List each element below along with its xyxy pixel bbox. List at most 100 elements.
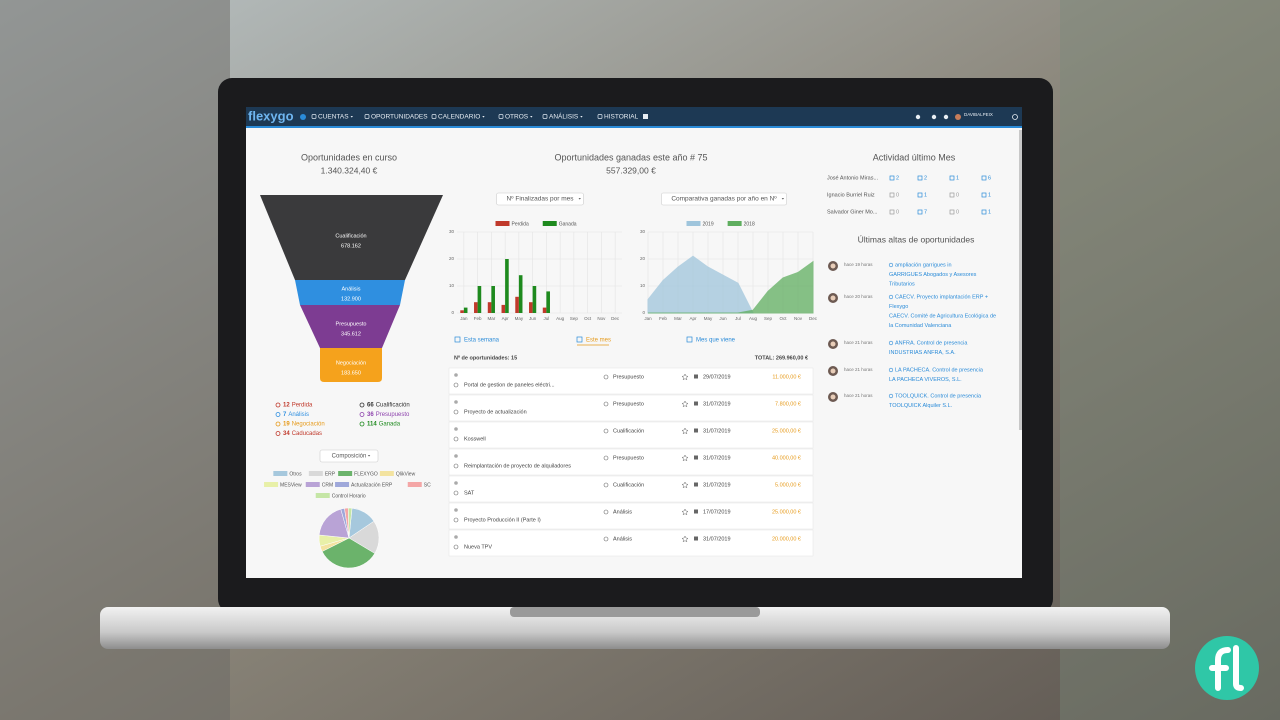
item-line[interactable]: CAECV. Comité de Agricultura Ecológica d… <box>889 313 996 319</box>
menu-item[interactable]: OPORTUNIDADES <box>371 114 428 121</box>
menu-extra[interactable] <box>643 114 648 119</box>
menu-item[interactable]: HISTORIAL <box>604 114 639 121</box>
item-line[interactable]: TOOLQUICK. Control de presencia <box>895 393 982 399</box>
star-icon[interactable] <box>681 481 689 489</box>
bar[interactable] <box>505 259 509 313</box>
scrollbar[interactable] <box>1019 130 1022 430</box>
navbar[interactable] <box>246 107 1022 128</box>
funnel-stage[interactable] <box>295 280 405 305</box>
bar[interactable] <box>460 310 464 313</box>
activity-count[interactable]: 1 <box>956 175 959 181</box>
item-line[interactable]: GARRIGUES Abogados y Asesores <box>889 272 977 278</box>
activity-count[interactable]: 1 <box>988 209 991 215</box>
list-row[interactable] <box>448 394 814 422</box>
status-label: Análisis <box>288 412 309 418</box>
star-icon[interactable] <box>681 535 689 543</box>
funnel-stage[interactable] <box>320 348 382 382</box>
item-line[interactable]: LA PACHECA VIVEROS, S.L. <box>889 377 962 383</box>
item-line[interactable]: LA PACHECA. Control de presencia <box>895 367 984 373</box>
item-line[interactable]: Flexygo <box>889 304 908 310</box>
activity-count[interactable]: 0 <box>896 192 899 198</box>
bar[interactable] <box>477 286 482 313</box>
star-icon[interactable] <box>681 373 689 381</box>
activity-count[interactable]: 7 <box>924 209 927 215</box>
pie-slice[interactable] <box>321 537 376 569</box>
activity-count[interactable]: 2 <box>896 175 899 181</box>
legend-swatch[interactable] <box>542 221 557 226</box>
brand-logo-mark <box>1209 645 1244 691</box>
item-line[interactable]: Tributarios <box>889 281 915 287</box>
legend-label: ERP <box>325 471 336 477</box>
list-row[interactable] <box>448 367 814 395</box>
item-line[interactable]: ANFRA. Control de presencia <box>895 340 968 346</box>
x-tick-label: Jul <box>735 316 741 321</box>
star-icon[interactable] <box>681 454 689 462</box>
item-line[interactable]: INDUSTRIAS ANFRA, S.A. <box>889 350 956 356</box>
star-icon[interactable] <box>681 508 689 516</box>
bar[interactable] <box>518 275 523 313</box>
menu-item[interactable]: ANÁLISIS <box>549 112 579 121</box>
legend-swatch[interactable] <box>495 221 510 226</box>
funnel-stage[interactable] <box>260 195 443 280</box>
bar[interactable] <box>501 304 506 313</box>
list-row[interactable] <box>448 529 814 557</box>
list-row[interactable] <box>448 448 814 476</box>
background-left <box>0 0 230 720</box>
nav-icon[interactable] <box>931 114 937 120</box>
bar[interactable] <box>529 302 533 313</box>
list-row[interactable] <box>448 502 814 530</box>
logout[interactable] <box>1012 114 1018 120</box>
star-icon[interactable] <box>681 427 689 435</box>
nav-icon[interactable] <box>915 114 921 120</box>
legend-swatch[interactable] <box>686 221 701 226</box>
user-avatar[interactable] <box>955 114 961 120</box>
bar[interactable] <box>487 302 492 313</box>
chart-button[interactable] <box>661 192 787 206</box>
bar[interactable] <box>463 307 468 313</box>
avatar-face <box>830 263 836 269</box>
activity-count[interactable]: 2 <box>924 175 927 181</box>
item-line[interactable]: la Comunidad Valenciana <box>889 323 952 329</box>
tab[interactable]: Esta semana <box>464 338 500 344</box>
composition-button[interactable] <box>319 449 379 463</box>
activity-count[interactable]: 6 <box>988 175 991 181</box>
activity-count[interactable]: 1 <box>988 192 991 198</box>
row-amount: 25.000,00 € <box>772 428 801 434</box>
activity-count[interactable]: 1 <box>924 192 927 198</box>
x-tick-label: Mar <box>674 316 682 321</box>
bar[interactable] <box>532 286 537 313</box>
funnel-stage[interactable] <box>300 305 400 348</box>
user-name[interactable]: DAVIBALPEIX <box>964 112 993 117</box>
bar[interactable] <box>491 286 495 313</box>
menu-icon <box>364 114 370 119</box>
nav-icon[interactable] <box>943 114 949 120</box>
activity-count[interactable]: 0 <box>896 209 899 215</box>
bar[interactable] <box>546 291 550 313</box>
person-icon <box>454 508 458 512</box>
tab[interactable]: Este mes <box>586 338 611 344</box>
bar[interactable] <box>515 296 519 313</box>
menu-item[interactable]: CALENDARIO <box>438 114 480 121</box>
legend-swatch[interactable] <box>727 221 742 226</box>
pie-slice[interactable] <box>347 507 353 539</box>
item-line[interactable]: ampliación garrigues in <box>895 262 952 268</box>
list-row[interactable] <box>448 421 814 449</box>
row-name: Portal de gestion de paneles eléctri... <box>464 382 555 388</box>
bar[interactable] <box>542 307 547 313</box>
menu-item[interactable]: CUENTAS <box>318 114 349 121</box>
avatar-face <box>830 394 836 400</box>
activity-count[interactable]: 0 <box>956 209 959 215</box>
x-tick-label: Sep <box>764 316 773 321</box>
legend-swatch <box>305 482 320 487</box>
menu-item[interactable]: OTROS <box>505 114 529 121</box>
list-row[interactable] <box>448 475 814 503</box>
star-icon[interactable] <box>681 400 689 408</box>
chart-button[interactable] <box>496 192 584 206</box>
activity-count[interactable]: 0 <box>956 192 959 198</box>
brand[interactable]: flexygo <box>248 108 294 123</box>
item-line[interactable]: CAECV. Proyecto implantación ERP + <box>895 294 988 300</box>
item-line[interactable]: TOOLQUICK Alquiler S.L. <box>889 403 953 409</box>
tab-icon <box>686 336 693 343</box>
tab[interactable]: Mes que viene <box>696 338 736 344</box>
bar[interactable] <box>474 302 478 313</box>
